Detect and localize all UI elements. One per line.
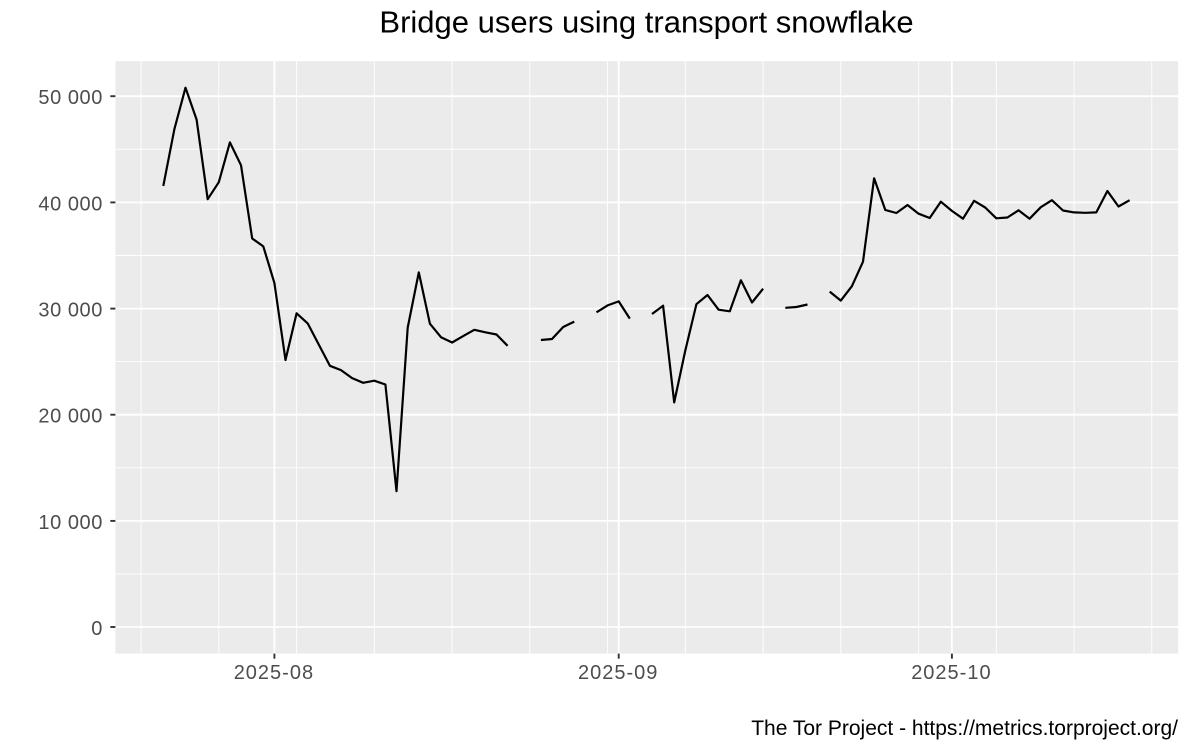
svg-text:Bridge users using transport s: Bridge users using transport snowflake <box>379 5 913 40</box>
svg-text:2025-10: 2025-10 <box>911 662 991 684</box>
svg-text:20 000: 20 000 <box>38 406 102 428</box>
svg-text:50 000: 50 000 <box>38 87 102 109</box>
svg-text:30 000: 30 000 <box>38 300 102 322</box>
svg-text:2025-09: 2025-09 <box>578 662 658 684</box>
svg-text:10 000: 10 000 <box>38 512 102 534</box>
svg-text:2025-08: 2025-08 <box>234 662 314 684</box>
svg-text:40 000: 40 000 <box>38 193 102 215</box>
svg-text:0: 0 <box>91 618 103 640</box>
svg-text:The Tor Project - https://metr: The Tor Project - https://metrics.torpro… <box>751 717 1178 740</box>
